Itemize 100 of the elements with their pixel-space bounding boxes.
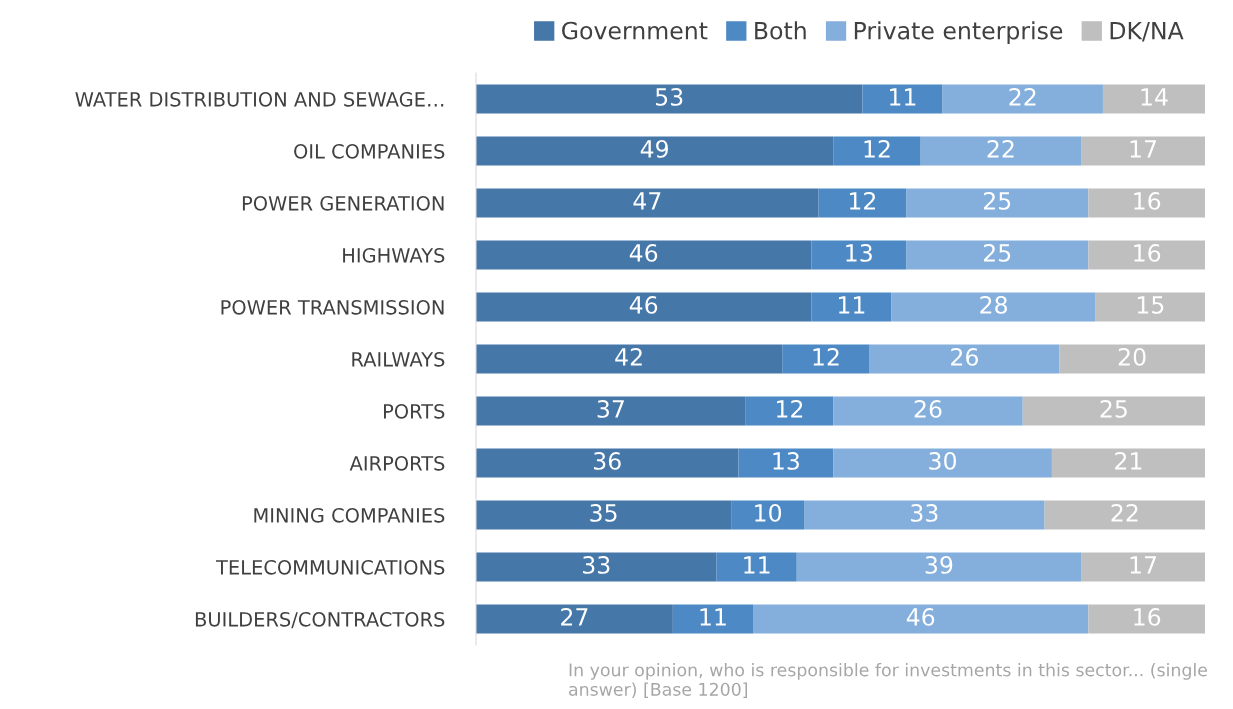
legend-label: Private enterprise: [854, 21, 1063, 45]
data-label: 33: [911, 503, 938, 522]
bar: [476, 552, 717, 582]
data-label: 22: [1111, 503, 1138, 522]
bar: [811, 240, 907, 270]
data-label: 27: [561, 607, 588, 626]
y-tick-label: POWER TRANSMISSION: [221, 299, 444, 315]
bar: [891, 292, 1096, 322]
data-label: 20: [1118, 347, 1146, 366]
legend-label: DK/NA: [1110, 21, 1184, 42]
bar: [476, 344, 783, 374]
data-label: 46: [906, 607, 935, 626]
y-tick-label: HIGHWAYS: [343, 247, 445, 263]
bar: [476, 84, 863, 114]
data-label: 35: [590, 503, 617, 522]
bar: [833, 448, 1052, 478]
bar: [738, 448, 834, 478]
data-label: 13: [773, 451, 799, 470]
y-tick-label: PORTS: [384, 403, 445, 419]
bar: [1102, 84, 1205, 114]
bar: [1088, 240, 1205, 270]
data-label: 25: [983, 243, 1011, 262]
data-label: 11: [890, 88, 916, 106]
y-tick-label: OIL COMPANIES: [294, 143, 445, 159]
legend-label: Government: [562, 21, 708, 40]
bar: [804, 500, 1045, 530]
data-label: 46: [629, 295, 658, 314]
data-label: 13: [846, 243, 872, 262]
bar: [1044, 500, 1205, 530]
data-label: 11: [839, 296, 865, 314]
y-tick-label: WATER DISTRIBUTION AND SEWAGE…: [75, 91, 444, 107]
data-label: 30: [929, 451, 957, 470]
bar: [1022, 396, 1205, 426]
data-label: 33: [583, 555, 610, 574]
bar: [862, 84, 943, 114]
data-label: 14: [1141, 88, 1168, 106]
bar: [906, 188, 1089, 218]
text: In your opinion, who is responsible for investments in this sector... (single answer) [Base 1200]: [569, 663, 1208, 698]
bar: [796, 552, 1082, 582]
data-label: 12: [777, 399, 803, 418]
bar: [833, 396, 1023, 426]
data-label: 22: [1009, 87, 1036, 106]
legend-label: Both: [755, 21, 806, 40]
data-label: 53: [655, 87, 683, 106]
y-tick-label: BUILDERS/CONTRACTORS: [195, 611, 445, 629]
data-label: 16: [1134, 191, 1161, 210]
bar: [1059, 344, 1205, 374]
bar: [942, 84, 1103, 114]
data-label: 12: [849, 191, 876, 210]
data-label: 10: [755, 503, 782, 522]
bar: [476, 604, 673, 634]
bar: [818, 188, 907, 218]
bar: [782, 344, 870, 374]
bar: [476, 448, 739, 478]
bar: [920, 136, 1082, 166]
bar: [476, 240, 812, 270]
bar: [1051, 448, 1205, 478]
data-label: 11: [744, 556, 770, 574]
data-label: 25: [1100, 399, 1127, 418]
bar: [869, 344, 1060, 374]
bar: [1088, 604, 1205, 634]
bar: [1088, 188, 1205, 218]
data-label: 25: [983, 191, 1011, 210]
data-label: 46: [629, 243, 658, 262]
data-label: 39: [925, 555, 953, 574]
data-label: 15: [1137, 296, 1164, 314]
data-label: 22: [987, 139, 1014, 158]
bar: [745, 396, 834, 426]
data-label: 36: [594, 451, 621, 470]
y-tick-label: AIRPORTS: [349, 455, 445, 471]
data-label: 42: [615, 347, 642, 366]
data-label: 17: [1130, 140, 1157, 158]
data-label: 12: [813, 347, 839, 366]
data-label: 11: [700, 608, 726, 626]
bar: [906, 240, 1089, 270]
data-label: 28: [980, 295, 1007, 314]
data-label: 47: [633, 192, 661, 210]
y-tick-label: TELECOMMUNICATIONS: [215, 559, 445, 575]
bar: [476, 292, 812, 322]
data-label: 21: [1115, 451, 1142, 470]
bar: [476, 500, 732, 530]
bar: [731, 500, 805, 530]
data-label: 16: [1134, 243, 1161, 262]
bar: [1081, 136, 1205, 166]
bar: [716, 552, 797, 582]
bar: [753, 604, 1089, 634]
data-label: 12: [864, 139, 890, 158]
data-label: 37: [597, 399, 624, 418]
bar: [476, 136, 834, 166]
bar: [1081, 552, 1205, 582]
data-label: 16: [1134, 607, 1161, 626]
bar: [1095, 292, 1205, 322]
bar: [811, 292, 892, 322]
y-tick-label: POWER GENERATION: [242, 195, 444, 211]
data-label: 26: [951, 347, 978, 366]
bar: [476, 188, 819, 218]
bar: [833, 136, 921, 166]
y-tick-label: RAILWAYS: [352, 351, 445, 367]
data-label: 17: [1130, 556, 1157, 574]
data-label: 26: [914, 399, 942, 418]
